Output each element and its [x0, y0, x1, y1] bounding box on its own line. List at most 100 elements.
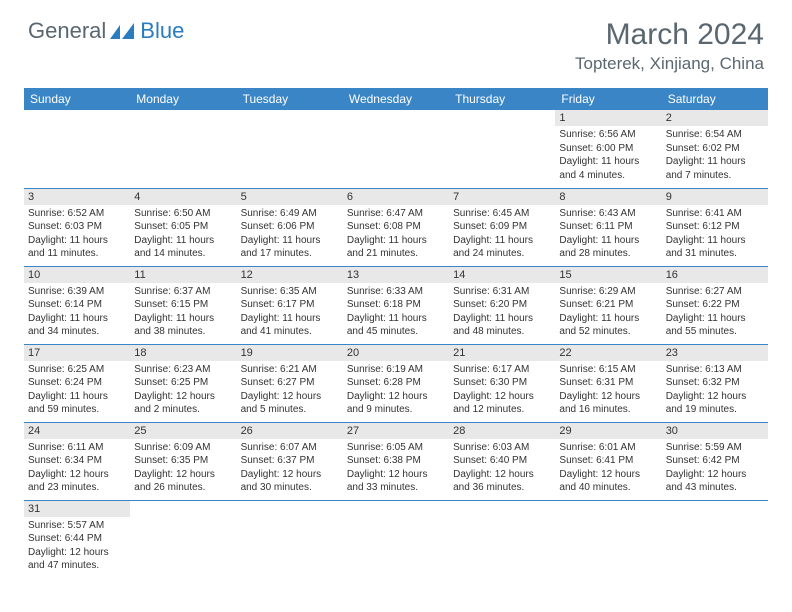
day-number: 14 — [449, 267, 555, 283]
calendar-day-cell: 10Sunrise: 6:39 AMSunset: 6:14 PMDayligh… — [24, 266, 130, 344]
day-info: Sunrise: 6:54 AMSunset: 6:02 PMDaylight:… — [662, 126, 768, 184]
calendar-day-cell: 24Sunrise: 6:11 AMSunset: 6:34 PMDayligh… — [24, 422, 130, 500]
day-info: Sunrise: 6:05 AMSunset: 6:38 PMDaylight:… — [343, 439, 449, 497]
calendar-body: 1Sunrise: 6:56 AMSunset: 6:00 PMDaylight… — [24, 110, 768, 578]
day-number: 8 — [555, 189, 661, 205]
calendar-day-cell: 7Sunrise: 6:45 AMSunset: 6:09 PMDaylight… — [449, 188, 555, 266]
day-info: Sunrise: 6:35 AMSunset: 6:17 PMDaylight:… — [237, 283, 343, 341]
calendar-day-cell: 17Sunrise: 6:25 AMSunset: 6:24 PMDayligh… — [24, 344, 130, 422]
calendar-day-cell: 31Sunrise: 5:57 AMSunset: 6:44 PMDayligh… — [24, 500, 130, 578]
calendar-day-cell: 15Sunrise: 6:29 AMSunset: 6:21 PMDayligh… — [555, 266, 661, 344]
calendar-day-cell — [130, 500, 236, 578]
day-number: 24 — [24, 423, 130, 439]
calendar-day-cell: 13Sunrise: 6:33 AMSunset: 6:18 PMDayligh… — [343, 266, 449, 344]
calendar-week-row: 1Sunrise: 6:56 AMSunset: 6:00 PMDaylight… — [24, 110, 768, 188]
calendar-day-cell: 18Sunrise: 6:23 AMSunset: 6:25 PMDayligh… — [130, 344, 236, 422]
calendar-day-cell: 25Sunrise: 6:09 AMSunset: 6:35 PMDayligh… — [130, 422, 236, 500]
logo-sail-icon — [110, 23, 136, 39]
weekday-header: Thursday — [449, 88, 555, 110]
calendar-day-cell — [24, 110, 130, 188]
calendar-day-cell: 27Sunrise: 6:05 AMSunset: 6:38 PMDayligh… — [343, 422, 449, 500]
weekday-header: Friday — [555, 88, 661, 110]
day-number-empty — [130, 501, 236, 517]
day-number-empty — [555, 501, 661, 517]
day-info: Sunrise: 5:57 AMSunset: 6:44 PMDaylight:… — [24, 517, 130, 575]
calendar-day-cell: 3Sunrise: 6:52 AMSunset: 6:03 PMDaylight… — [24, 188, 130, 266]
day-info: Sunrise: 6:23 AMSunset: 6:25 PMDaylight:… — [130, 361, 236, 419]
day-number: 23 — [662, 345, 768, 361]
day-number: 31 — [24, 501, 130, 517]
calendar-header-row: SundayMondayTuesdayWednesdayThursdayFrid… — [24, 88, 768, 110]
calendar-day-cell — [555, 500, 661, 578]
day-number: 25 — [130, 423, 236, 439]
day-info: Sunrise: 6:17 AMSunset: 6:30 PMDaylight:… — [449, 361, 555, 419]
day-info: Sunrise: 6:19 AMSunset: 6:28 PMDaylight:… — [343, 361, 449, 419]
day-number: 16 — [662, 267, 768, 283]
calendar-day-cell: 1Sunrise: 6:56 AMSunset: 6:00 PMDaylight… — [555, 110, 661, 188]
day-number: 27 — [343, 423, 449, 439]
day-info: Sunrise: 6:15 AMSunset: 6:31 PMDaylight:… — [555, 361, 661, 419]
day-number-empty — [449, 110, 555, 126]
day-number: 12 — [237, 267, 343, 283]
day-number: 5 — [237, 189, 343, 205]
weekday-header: Sunday — [24, 88, 130, 110]
weekday-header: Monday — [130, 88, 236, 110]
day-info: Sunrise: 6:33 AMSunset: 6:18 PMDaylight:… — [343, 283, 449, 341]
calendar-day-cell: 2Sunrise: 6:54 AMSunset: 6:02 PMDaylight… — [662, 110, 768, 188]
day-info: Sunrise: 6:25 AMSunset: 6:24 PMDaylight:… — [24, 361, 130, 419]
logo: General Blue — [28, 18, 184, 44]
day-number: 1 — [555, 110, 661, 126]
calendar-day-cell — [662, 500, 768, 578]
calendar-day-cell: 16Sunrise: 6:27 AMSunset: 6:22 PMDayligh… — [662, 266, 768, 344]
weekday-header: Wednesday — [343, 88, 449, 110]
calendar-day-cell: 30Sunrise: 5:59 AMSunset: 6:42 PMDayligh… — [662, 422, 768, 500]
day-number-empty — [237, 110, 343, 126]
calendar-week-row: 17Sunrise: 6:25 AMSunset: 6:24 PMDayligh… — [24, 344, 768, 422]
day-number: 20 — [343, 345, 449, 361]
day-info: Sunrise: 6:29 AMSunset: 6:21 PMDaylight:… — [555, 283, 661, 341]
day-number: 7 — [449, 189, 555, 205]
calendar-day-cell: 12Sunrise: 6:35 AMSunset: 6:17 PMDayligh… — [237, 266, 343, 344]
calendar-day-cell: 22Sunrise: 6:15 AMSunset: 6:31 PMDayligh… — [555, 344, 661, 422]
day-number: 28 — [449, 423, 555, 439]
day-info: Sunrise: 6:49 AMSunset: 6:06 PMDaylight:… — [237, 205, 343, 263]
day-info: Sunrise: 5:59 AMSunset: 6:42 PMDaylight:… — [662, 439, 768, 497]
day-number: 2 — [662, 110, 768, 126]
day-number-empty — [237, 501, 343, 517]
day-info: Sunrise: 6:37 AMSunset: 6:15 PMDaylight:… — [130, 283, 236, 341]
day-info: Sunrise: 6:45 AMSunset: 6:09 PMDaylight:… — [449, 205, 555, 263]
weekday-header: Saturday — [662, 88, 768, 110]
day-number: 29 — [555, 423, 661, 439]
calendar-day-cell — [130, 110, 236, 188]
location-subtitle: Topterek, Xinjiang, China — [575, 54, 764, 74]
day-info: Sunrise: 6:39 AMSunset: 6:14 PMDaylight:… — [24, 283, 130, 341]
calendar-day-cell: 8Sunrise: 6:43 AMSunset: 6:11 PMDaylight… — [555, 188, 661, 266]
page-header: General Blue March 2024 Topterek, Xinjia… — [0, 0, 792, 82]
calendar-day-cell: 29Sunrise: 6:01 AMSunset: 6:41 PMDayligh… — [555, 422, 661, 500]
day-number: 17 — [24, 345, 130, 361]
calendar-week-row: 10Sunrise: 6:39 AMSunset: 6:14 PMDayligh… — [24, 266, 768, 344]
calendar-day-cell — [449, 500, 555, 578]
day-number: 21 — [449, 345, 555, 361]
calendar-week-row: 24Sunrise: 6:11 AMSunset: 6:34 PMDayligh… — [24, 422, 768, 500]
day-number-empty — [662, 501, 768, 517]
day-number: 9 — [662, 189, 768, 205]
day-info: Sunrise: 6:43 AMSunset: 6:11 PMDaylight:… — [555, 205, 661, 263]
calendar-day-cell — [343, 500, 449, 578]
day-info: Sunrise: 6:27 AMSunset: 6:22 PMDaylight:… — [662, 283, 768, 341]
day-info: Sunrise: 6:56 AMSunset: 6:00 PMDaylight:… — [555, 126, 661, 184]
calendar-day-cell: 4Sunrise: 6:50 AMSunset: 6:05 PMDaylight… — [130, 188, 236, 266]
calendar-day-cell: 28Sunrise: 6:03 AMSunset: 6:40 PMDayligh… — [449, 422, 555, 500]
day-number-empty — [24, 110, 130, 126]
day-info: Sunrise: 6:07 AMSunset: 6:37 PMDaylight:… — [237, 439, 343, 497]
month-title: March 2024 — [575, 18, 764, 52]
day-number: 13 — [343, 267, 449, 283]
calendar-day-cell — [343, 110, 449, 188]
calendar-day-cell: 19Sunrise: 6:21 AMSunset: 6:27 PMDayligh… — [237, 344, 343, 422]
calendar-day-cell: 6Sunrise: 6:47 AMSunset: 6:08 PMDaylight… — [343, 188, 449, 266]
day-info: Sunrise: 6:01 AMSunset: 6:41 PMDaylight:… — [555, 439, 661, 497]
day-info: Sunrise: 6:47 AMSunset: 6:08 PMDaylight:… — [343, 205, 449, 263]
calendar-day-cell: 14Sunrise: 6:31 AMSunset: 6:20 PMDayligh… — [449, 266, 555, 344]
calendar-day-cell: 26Sunrise: 6:07 AMSunset: 6:37 PMDayligh… — [237, 422, 343, 500]
day-number-empty — [130, 110, 236, 126]
